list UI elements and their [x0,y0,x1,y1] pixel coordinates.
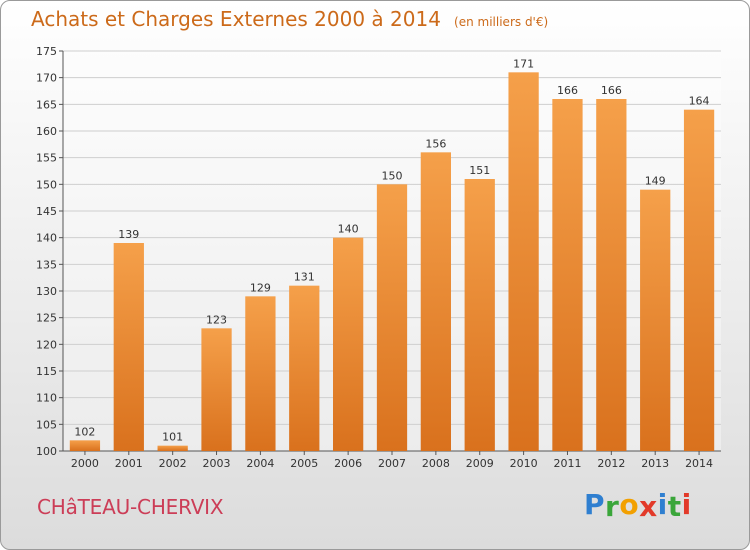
y-tick-label: 140 [36,232,57,245]
y-tick-label: 165 [36,98,57,111]
data-label-2004: 129 [250,281,271,294]
bar-2003 [201,328,232,451]
x-tick-label-2000: 2000 [71,457,99,470]
bar-2007 [376,184,408,452]
data-label-2011: 166 [557,84,578,97]
chart-title-block: Achats et Charges Externes 2000 à 2014 (… [31,7,548,31]
y-tick-label: 130 [36,285,57,298]
logo-letter: P [584,488,606,521]
data-label-2005: 131 [294,271,315,284]
bar-2012 [596,99,627,451]
y-tick-label: 110 [36,392,57,405]
data-label-2012: 166 [601,84,622,97]
x-tick-label-2009: 2009 [466,457,494,470]
logo-letter: i [681,488,692,521]
unit-note: (en milliers d'€) [454,15,549,29]
y-tick-label: 145 [36,205,57,218]
data-label-2009: 151 [469,164,490,177]
bar-2000 [69,440,101,451]
bar-2002 [157,445,188,451]
data-label-2001: 139 [118,228,139,241]
data-label-2000: 102 [74,425,95,438]
y-tick-label: 135 [36,258,57,271]
x-tick-label-2008: 2008 [422,457,450,470]
bar-2011 [552,99,583,451]
proxiti-logo: Proxiti [584,488,692,523]
logo-letter: i [657,488,668,521]
y-tick-label: 160 [36,125,57,138]
bar-2004 [245,296,276,451]
x-tick-label-2007: 2007 [378,457,406,470]
bar-2009 [464,179,495,451]
commune-name: CHâTEAU-CHERVIX [37,495,224,519]
data-label-2007: 150 [382,169,403,182]
y-tick-label: 105 [36,418,57,431]
x-tick-label-2002: 2002 [159,457,187,470]
bar-2006 [332,237,364,451]
logo-letter: t [667,490,682,523]
x-tick-label-2011: 2011 [553,457,581,470]
x-tick-label-2003: 2003 [203,457,231,470]
data-label-2014: 164 [689,95,710,108]
y-tick-label: 150 [36,178,57,191]
data-label-2003: 123 [206,313,227,326]
data-label-2010: 171 [513,57,534,70]
bar-2005 [289,285,320,451]
bar-2001 [113,243,144,451]
bar-2014 [683,109,715,452]
x-tick-label-2006: 2006 [334,457,362,470]
y-tick-label: 120 [36,338,57,351]
x-tick-label-2001: 2001 [115,457,143,470]
x-tick-label-2014: 2014 [685,457,713,470]
data-label-2008: 156 [425,137,446,150]
logo-letter: o [619,488,640,521]
bar-2013 [640,189,671,451]
x-tick-label-2013: 2013 [641,457,669,470]
logo-letter: x [639,490,658,523]
logo-letter: r [605,490,620,523]
bar-2010 [508,72,539,451]
data-label-2002: 101 [162,431,183,444]
y-tick-label: 175 [36,45,57,58]
y-tick-label: 125 [36,312,57,325]
y-tick-label: 115 [36,365,57,378]
data-label-2013: 149 [645,175,666,188]
x-tick-label-2004: 2004 [246,457,274,470]
x-tick-label-2012: 2012 [597,457,625,470]
data-label-2006: 140 [338,223,359,236]
y-tick-label: 170 [36,72,57,85]
chart-title: Achats et Charges Externes 2000 à 2014 [31,7,441,31]
bar-2008 [420,152,452,452]
x-tick-label-2010: 2010 [510,457,538,470]
y-tick-label: 100 [36,445,57,458]
x-tick-label-2005: 2005 [290,457,318,470]
y-tick-label: 155 [36,152,57,165]
